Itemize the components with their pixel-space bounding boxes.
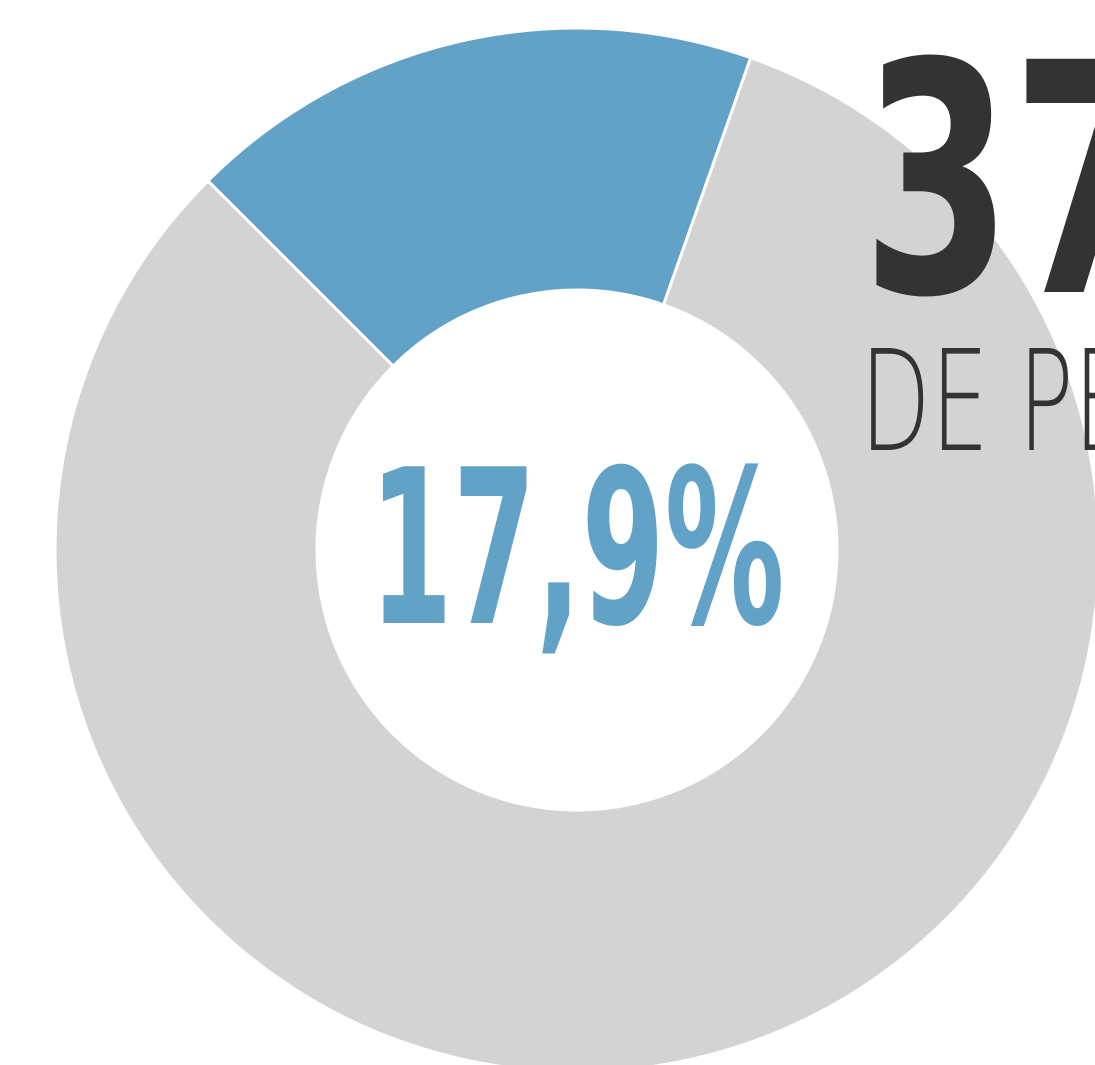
donut-slice [205, 26, 753, 369]
annotation-text: DE PES [860, 321, 1095, 484]
annotation-number: 37 [862, 0, 1095, 368]
donut [53, 26, 1095, 1065]
donut-slice [53, 55, 1095, 1065]
value-label: 17,9% [370, 423, 785, 674]
